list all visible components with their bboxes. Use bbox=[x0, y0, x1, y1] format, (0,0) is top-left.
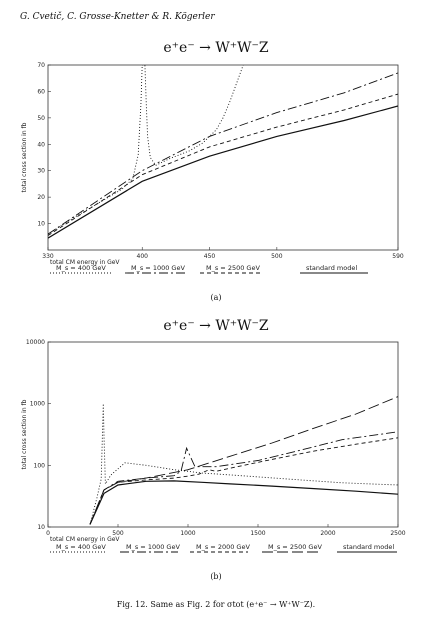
figure-caption: Fig. 12. Same as Fig. 2 for σtot (e⁺e⁻ →… bbox=[116, 600, 316, 609]
chart-sublabel: (b) bbox=[210, 572, 221, 581]
y-tick-label: 30 bbox=[37, 168, 45, 175]
legend-label: M_s = 2500 GeV bbox=[268, 543, 322, 551]
x-tick-label: 1000 bbox=[180, 530, 195, 537]
x-tick-label: 1500 bbox=[250, 530, 265, 537]
y-tick-label: 100 bbox=[34, 462, 46, 469]
series-line-dashed bbox=[89, 437, 398, 525]
series-line-long-dash bbox=[89, 396, 398, 525]
series-line-dashed bbox=[48, 93, 398, 236]
y-tick-label: 10 bbox=[37, 524, 45, 531]
series-line-solid bbox=[48, 105, 398, 239]
chart-sublabel: (a) bbox=[210, 293, 221, 302]
chart-b-title: e⁺e⁻ → W⁺W⁻Z bbox=[163, 318, 269, 334]
x-tick-label: 450 bbox=[204, 253, 216, 260]
series-line-dotted bbox=[48, 65, 244, 235]
chart-0-group: 330 400 450 500 590 10 20 30 40 50 60 70 total CM en… bbox=[21, 62, 404, 302]
y-tick-label: 70 bbox=[37, 62, 45, 69]
legend-label: standard model bbox=[306, 264, 357, 272]
legend-label: M_s = 2500 GeV bbox=[206, 264, 260, 272]
legend-label: standard model bbox=[343, 543, 394, 551]
x-tick-label: 330 bbox=[42, 253, 54, 260]
series-line-dotted bbox=[89, 403, 398, 525]
series-line-dash-dot bbox=[89, 431, 398, 525]
x-tick-label: 590 bbox=[392, 253, 404, 260]
x-tick-label: 400 bbox=[137, 253, 149, 260]
series-group bbox=[89, 396, 398, 525]
y-tick-label: 1000 bbox=[30, 401, 45, 408]
series-group bbox=[48, 65, 398, 239]
page-header: G. Cvetič, C. Grosse-Knetter & R. Kögerl… bbox=[20, 12, 215, 22]
y-tick-label: 50 bbox=[37, 115, 45, 122]
y-tick-label: 40 bbox=[37, 141, 45, 148]
legend-label: M_s = 2000 GeV bbox=[196, 543, 250, 551]
y-axis-label: total cross section in fb bbox=[21, 122, 28, 192]
plot-frame bbox=[47, 64, 399, 251]
plot-frame bbox=[47, 341, 399, 528]
y-tick-label: 10 bbox=[37, 221, 45, 228]
x-tick-label: 500 bbox=[271, 253, 283, 260]
x-axis-label: total CM energy in GeV bbox=[50, 259, 120, 266]
series-line-solid bbox=[89, 480, 398, 525]
x-tick-label: 2500 bbox=[390, 530, 405, 537]
x-tick-label: 500 bbox=[112, 530, 124, 537]
legend-label: M_s = 1000 GeV bbox=[126, 543, 180, 551]
y-tick-label: 20 bbox=[37, 194, 45, 201]
y-axis-label: total cross section in fb bbox=[21, 399, 28, 469]
y-tick-label: 60 bbox=[37, 88, 45, 95]
series-line-dash-dot bbox=[48, 72, 398, 235]
y-tick-label: 10000 bbox=[26, 339, 45, 346]
legend-label: M_s = 400 GeV bbox=[56, 543, 106, 551]
chart-a-title: e⁺e⁻ → W⁺W⁻Z bbox=[163, 40, 269, 56]
legend-label: M_s = 400 GeV bbox=[56, 264, 106, 272]
legend-label: M_s = 1000 GeV bbox=[131, 264, 185, 272]
x-tick-label: 0 bbox=[46, 530, 50, 537]
x-axis-label: total CM energy in GeV bbox=[50, 536, 120, 543]
chart-1-group: 0 500 1000 1500 2000 2500 10 100 1000 10000 total … bbox=[21, 339, 406, 581]
x-tick-label: 2000 bbox=[320, 530, 335, 537]
